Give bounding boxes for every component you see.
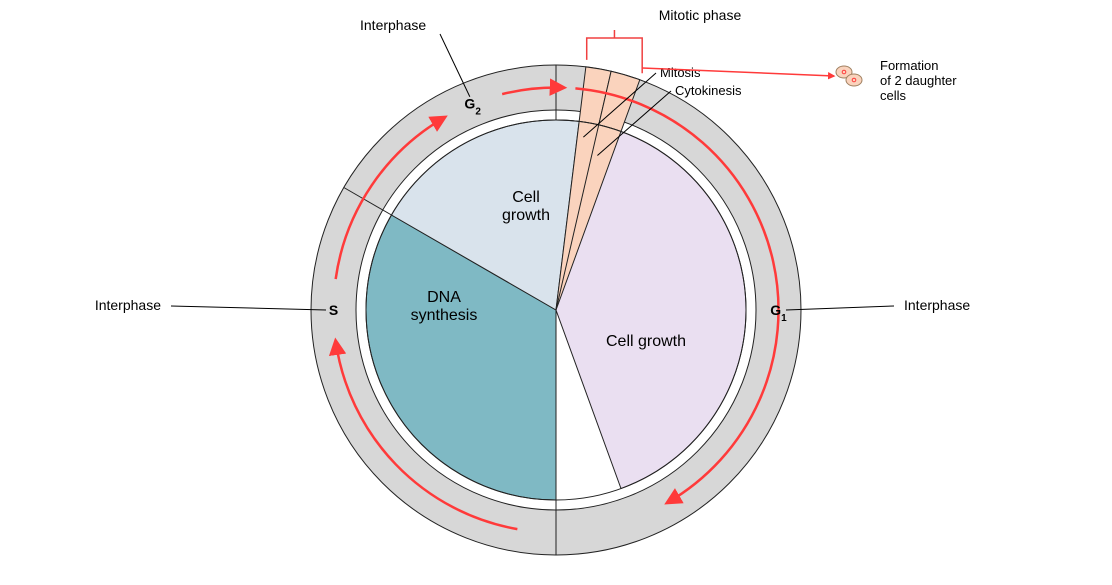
daughter-cell — [846, 74, 862, 86]
annotation: Interphase — [95, 297, 161, 313]
annotation-interphase-top: Interphase — [360, 17, 426, 33]
annotation-mitosis: Mitosis — [660, 65, 701, 80]
mitotic-phase-label: Mitotic phase — [659, 7, 742, 23]
phase-label-s: S — [329, 302, 338, 318]
annotation: Interphase — [904, 297, 970, 313]
formation-label: Formationof 2 daughtercells — [880, 58, 957, 103]
label-g1: Cell growth — [606, 333, 686, 350]
annotation-cytokinesis: Cytokinesis — [675, 83, 742, 98]
cell-cycle-diagram: G1SG2Cell growthDNAsynthesisCellgrowthIn… — [0, 0, 1112, 585]
